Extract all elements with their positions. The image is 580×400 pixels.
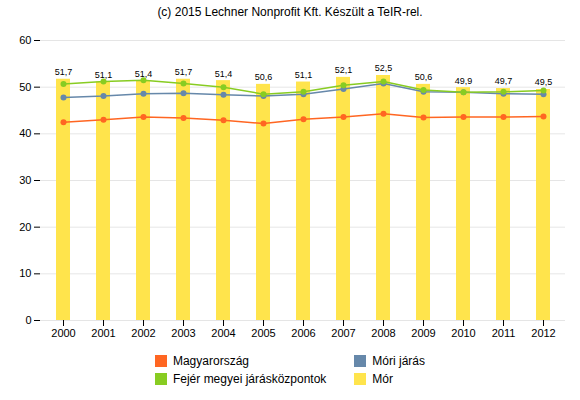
svg-text:51,4: 51,4 [135,69,153,79]
svg-text:2012: 2012 [531,327,555,339]
svg-text:30: 30 [19,174,31,186]
html-text:Móri járás: Móri járás [372,354,425,368]
svg-text:50: 50 [19,81,31,93]
svg-text:60: 60 [19,34,31,46]
svg-text:49,5: 49,5 [535,77,553,87]
svg-text:0: 0 [25,314,31,326]
svg-text:2009: 2009 [411,327,435,339]
svg-text:51,1: 51,1 [295,70,313,80]
svg-text:10: 10 [19,267,31,279]
svg-text:51,7: 51,7 [55,67,73,77]
svg-text:2007: 2007 [331,327,355,339]
svg-text:52,5: 52,5 [375,63,393,73]
svg-text:2004: 2004 [211,327,235,339]
svg-text:50,6: 50,6 [415,72,433,82]
svg-text:2003: 2003 [171,327,195,339]
svg-text:2008: 2008 [371,327,395,339]
svg-text:51,1: 51,1 [95,70,113,80]
svg-text:2011: 2011 [492,327,516,339]
svg-text:40: 40 [19,127,31,139]
svg-text:49,9: 49,9 [455,76,473,86]
html-text:Mór: Mór [372,372,393,386]
svg-text:50,6: 50,6 [255,72,273,82]
html-text:Magyarország: Magyarország [173,354,249,368]
svg-text:2000: 2000 [51,327,75,339]
svg-text:52,1: 52,1 [335,65,353,75]
svg-text:2001: 2001 [91,327,115,339]
html-text:(c) 2015 Lechner Nonprofit Kft: (c) 2015 Lechner Nonprofit Kft. Készült … [157,5,423,19]
svg-text:49,7: 49,7 [495,76,513,86]
svg-text:2010: 2010 [451,327,475,339]
svg-text:2002: 2002 [131,327,155,339]
svg-text:20: 20 [19,221,31,233]
svg-text:2005: 2005 [251,327,275,339]
svg-text:2006: 2006 [291,327,315,339]
html-text:Fejér megyei járásközpontok: Fejér megyei járásközpontok [173,372,327,386]
svg-text:51,4: 51,4 [215,69,233,79]
svg-text:51,7: 51,7 [175,67,193,77]
